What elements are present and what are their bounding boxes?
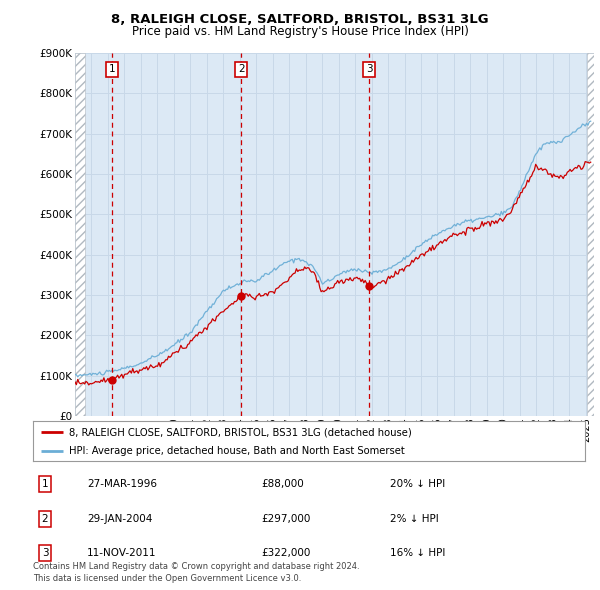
- Text: £297,000: £297,000: [261, 514, 310, 523]
- Text: Price paid vs. HM Land Registry's House Price Index (HPI): Price paid vs. HM Land Registry's House …: [131, 25, 469, 38]
- Text: 16% ↓ HPI: 16% ↓ HPI: [390, 548, 445, 558]
- Text: 2% ↓ HPI: 2% ↓ HPI: [390, 514, 439, 523]
- Text: 2: 2: [238, 64, 244, 74]
- Text: Contains HM Land Registry data © Crown copyright and database right 2024.
This d: Contains HM Land Registry data © Crown c…: [33, 562, 359, 583]
- Text: 27-MAR-1996: 27-MAR-1996: [87, 480, 157, 489]
- Text: 3: 3: [366, 64, 373, 74]
- Bar: [587, 53, 594, 416]
- Text: 2: 2: [41, 514, 49, 523]
- Text: 1: 1: [109, 64, 115, 74]
- Text: HPI: Average price, detached house, Bath and North East Somerset: HPI: Average price, detached house, Bath…: [69, 445, 404, 455]
- Text: 3: 3: [41, 548, 49, 558]
- Text: 8, RALEIGH CLOSE, SALTFORD, BRISTOL, BS31 3LG: 8, RALEIGH CLOSE, SALTFORD, BRISTOL, BS3…: [111, 13, 489, 26]
- Text: 1: 1: [41, 480, 49, 489]
- Bar: [75, 53, 85, 416]
- Text: 29-JAN-2004: 29-JAN-2004: [87, 514, 152, 523]
- Text: £88,000: £88,000: [261, 480, 304, 489]
- Text: £322,000: £322,000: [261, 548, 310, 558]
- Text: 20% ↓ HPI: 20% ↓ HPI: [390, 480, 445, 489]
- Text: 8, RALEIGH CLOSE, SALTFORD, BRISTOL, BS31 3LG (detached house): 8, RALEIGH CLOSE, SALTFORD, BRISTOL, BS3…: [69, 427, 412, 437]
- Text: 11-NOV-2011: 11-NOV-2011: [87, 548, 157, 558]
